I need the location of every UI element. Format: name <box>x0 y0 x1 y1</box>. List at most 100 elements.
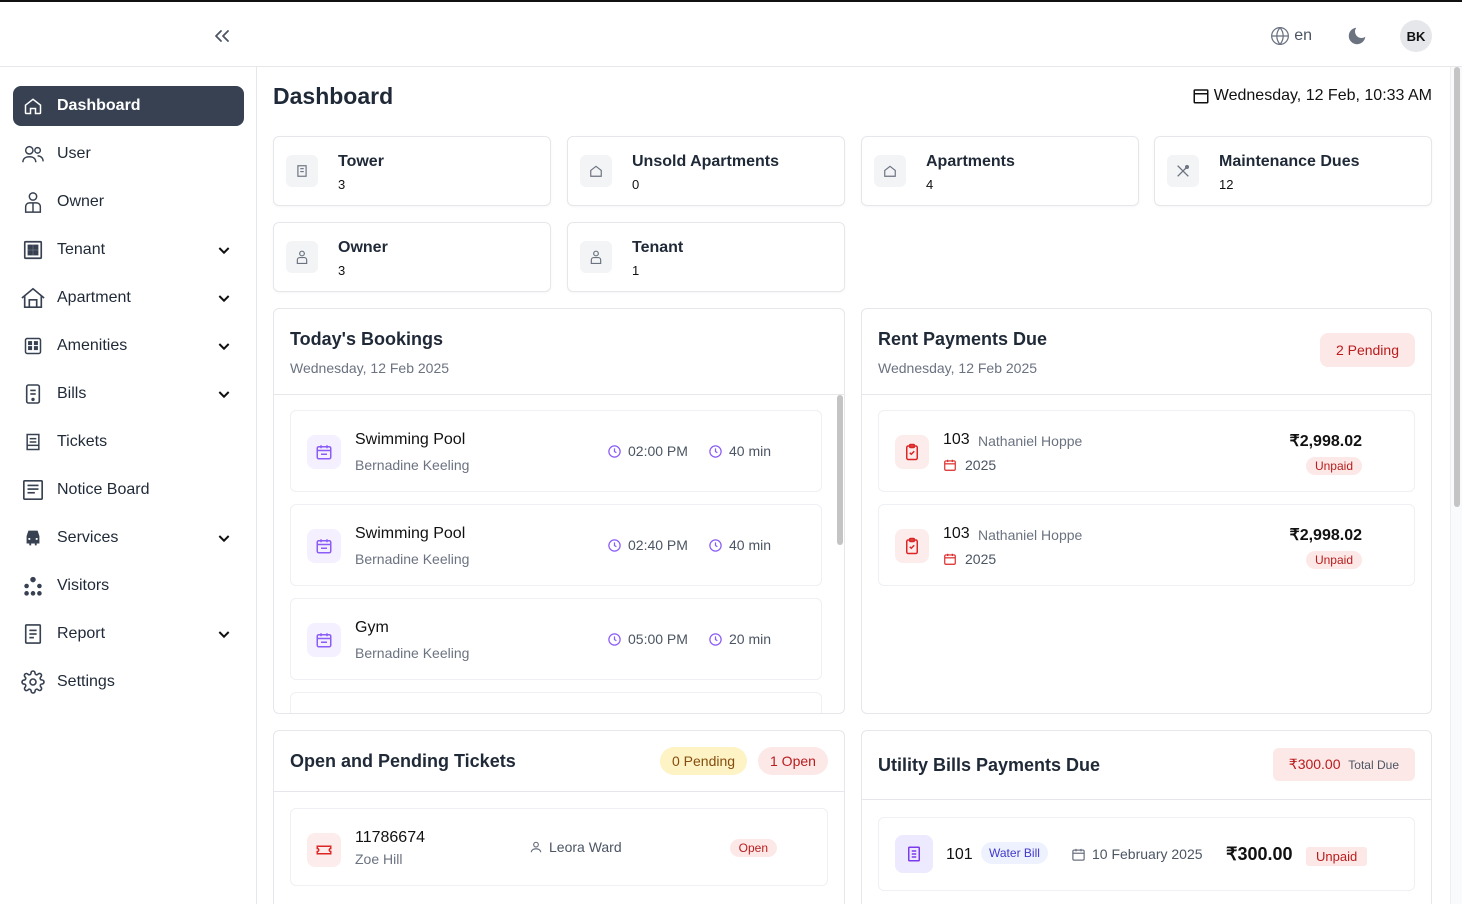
pending-tickets-badge: 0 Pending <box>660 747 748 775</box>
sidebar-item-report[interactable]: Report <box>13 614 244 654</box>
rent-payments-card: Rent Payments Due Wednesday, 12 Feb 2025… <box>861 308 1432 714</box>
sidebar-item-settings[interactable]: Settings <box>13 662 244 702</box>
stat-value: 0 <box>632 177 640 192</box>
calendar-icon <box>307 623 341 657</box>
clock-icon <box>608 444 621 458</box>
building-icon <box>286 155 318 187</box>
page-scrollbar[interactable] <box>1450 67 1462 904</box>
tickets-card: Open and Pending Tickets 0 Pending 1 Ope… <box>273 730 845 904</box>
booking-item[interactable]: Swimming Pool Bernadine Keeling 02:00 PM… <box>290 410 822 492</box>
chevron-down-icon <box>218 343 230 351</box>
sidebar-item-visitors[interactable]: Visitors <box>13 566 244 606</box>
clock-icon <box>608 632 621 646</box>
calendar-icon <box>1193 89 1209 104</box>
chevron-down-icon <box>218 391 230 399</box>
sidebar-item-label: Owner <box>57 193 105 210</box>
calendar-icon <box>307 435 341 469</box>
total-due-label: Total Due <box>1348 758 1399 772</box>
total-due-badge: ₹300.00 Total Due <box>1272 748 1415 781</box>
home-icon <box>21 94 45 118</box>
language-selector[interactable]: en <box>1270 26 1312 46</box>
card-title: Today's Bookings <box>290 329 443 349</box>
booking-item[interactable]: Swimming Pool Bernadine Keeling 02:40 PM… <box>290 504 822 586</box>
sidebar-item-bills[interactable]: Bills <box>13 374 244 414</box>
booking-time: 02:40 PM <box>607 537 688 553</box>
sidebar-item-user[interactable]: User <box>13 134 244 174</box>
bookings-scrollbar[interactable] <box>837 395 843 545</box>
booking-person: Bernadine Keeling <box>355 457 470 473</box>
theme-toggle[interactable] <box>1346 25 1368 47</box>
card-subtitle: Wednesday, 12 Feb 2025 <box>878 360 1038 376</box>
booking-time-label: 02:00 PM <box>628 443 688 459</box>
stat-label: Apartments <box>926 153 1015 170</box>
sidebar-item-label: Dashboard <box>57 97 141 114</box>
card-title: Utility Bills Payments Due <box>878 755 1101 775</box>
rent-payment-item[interactable]: 103 Nathaniel Hoppe 2025 ₹2,998.02 Unpai… <box>878 410 1415 492</box>
unit-number: 101 <box>946 846 973 863</box>
booking-item[interactable] <box>290 692 822 713</box>
collapse-sidebar-button[interactable] <box>210 24 234 48</box>
main-content: Dashboard Wednesday, 12 Feb, 10:33 AM To… <box>257 67 1450 904</box>
scrollbar-thumb[interactable] <box>1454 67 1460 507</box>
booking-duration-label: 20 min <box>729 631 772 647</box>
stat-card-apartments[interactable]: Apartments 4 <box>861 136 1139 206</box>
stat-card-tenant[interactable]: Tenant 1 <box>567 222 845 292</box>
sidebar-item-tenant[interactable]: Tenant <box>13 230 244 270</box>
card-title: Open and Pending Tickets <box>290 751 516 771</box>
stat-value: 4 <box>926 177 934 192</box>
clock-icon <box>709 444 722 458</box>
tenant-name: Nathaniel Hoppe <box>978 527 1083 543</box>
booking-time: 05:00 PM <box>607 631 688 647</box>
sidebar-item-amenities[interactable]: Amenities <box>13 326 244 366</box>
utility-bills-card: Utility Bills Payments Due ₹300.00 Total… <box>861 730 1432 904</box>
moon-icon <box>1348 27 1366 45</box>
booking-item[interactable]: Gym Bernadine Keeling 05:00 PM 20 min <box>290 598 822 680</box>
booking-duration-label: 40 min <box>729 537 772 553</box>
sidebar-item-dashboard[interactable]: Dashboard <box>13 86 244 126</box>
bookings-card-header: Today's Bookings Wednesday, 12 Feb 2025 <box>274 309 844 395</box>
user-icon <box>530 841 542 853</box>
utility-card-header: Utility Bills Payments Due ₹300.00 Total… <box>862 731 1431 800</box>
stat-card-owner[interactable]: Owner 3 <box>273 222 551 292</box>
sidebar-item-label: Settings <box>57 673 115 690</box>
chevrons-left-icon <box>215 30 229 42</box>
clipboard-check-icon <box>895 529 929 563</box>
status-badge: Unpaid <box>1306 847 1368 866</box>
stat-value: 3 <box>338 263 346 278</box>
sidebar-item-label: Services <box>57 529 119 546</box>
calendar-icon <box>944 459 956 471</box>
sidebar-item-owner[interactable]: Owner <box>13 182 244 222</box>
avatar[interactable]: BK <box>1400 20 1432 52</box>
chevron-down-icon <box>218 535 230 543</box>
globe-icon <box>1271 27 1290 45</box>
chevron-down-icon <box>218 295 230 303</box>
sidebar-item-services[interactable]: Services <box>13 518 244 558</box>
top-bar: en BK <box>0 0 1462 67</box>
booking-person: Bernadine Keeling <box>355 551 470 567</box>
sidebar-item-notice-board[interactable]: Notice Board <box>13 470 244 510</box>
sidebar-item-tickets[interactable]: Tickets <box>13 422 244 462</box>
booking-amenity: Swimming Pool <box>355 525 466 542</box>
datetime-label: Wednesday, 12 Feb, 10:33 AM <box>1213 87 1432 104</box>
notice-icon <box>21 478 45 502</box>
sidebar-item-label: Notice Board <box>57 481 150 498</box>
rent-payment-item[interactable]: 103 Nathaniel Hoppe 2025 ₹2,998.02 Unpai… <box>878 504 1415 586</box>
sidebar-item-label: User <box>57 145 91 162</box>
ticket-raised-by: Zoe Hill <box>355 851 403 867</box>
utility-bill-item[interactable]: 101 Water Bill 10 February 2025 ₹300.00 … <box>878 817 1415 891</box>
bill-amount: ₹300.00 <box>1226 844 1293 864</box>
sidebar-item-apartment[interactable]: Apartment <box>13 278 244 318</box>
ticket-item[interactable]: 11786674 Zoe Hill Leora Ward Open <box>290 808 828 886</box>
tickets-card-header: Open and Pending Tickets 0 Pending 1 Ope… <box>274 731 844 792</box>
rent-card-header: Rent Payments Due Wednesday, 12 Feb 2025… <box>862 309 1431 395</box>
booking-duration: 40 min <box>708 537 771 553</box>
clock-icon <box>709 632 722 646</box>
tenant-icon <box>580 241 612 273</box>
stat-card-tower[interactable]: Tower 3 <box>273 136 551 206</box>
stat-card-maintenance-dues[interactable]: Maintenance Dues 12 <box>1154 136 1432 206</box>
status-badge: Unpaid <box>1305 551 1362 569</box>
booking-amenity: Gym <box>355 619 389 636</box>
stat-card-unsold-apartments[interactable]: Unsold Apartments 0 <box>567 136 845 206</box>
total-due-amount: ₹300.00 <box>1288 756 1341 772</box>
payment-year: 2025 <box>943 457 996 473</box>
